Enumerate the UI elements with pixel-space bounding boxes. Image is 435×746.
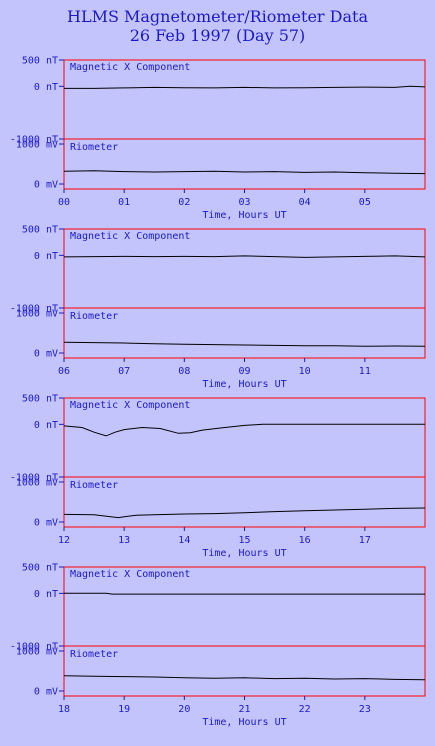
- x-tick-label: 12: [58, 535, 70, 546]
- riometer-y-tick-label: 1000 mV: [16, 647, 58, 658]
- magnetic-trace: [63, 423, 425, 437]
- magnetic-y-tick-label: 500 nT: [22, 56, 58, 67]
- x-axis-label: Time, Hours UT: [202, 548, 286, 559]
- riometer-y-tick-label: 1000 mV: [16, 309, 58, 320]
- page-subtitle: 26 Feb 1997 (Day 57): [129, 26, 306, 45]
- magnetic-y-tick-label: 0 nT: [34, 589, 58, 600]
- magnetic-y-tick-label: 0 nT: [34, 82, 58, 93]
- magnetic-y-tick-label: 500 nT: [22, 563, 58, 574]
- riometer-panel-label: Riometer: [70, 142, 118, 153]
- magnetic-y-tick-label: 500 nT: [22, 225, 58, 236]
- x-tick-label: 09: [238, 366, 250, 377]
- x-tick-label: 07: [118, 366, 130, 377]
- x-tick-label: 03: [238, 197, 250, 208]
- magnetic-y-tick-label: 0 nT: [34, 251, 58, 262]
- x-tick-label: 10: [299, 366, 311, 377]
- magnetic-trace: [63, 255, 426, 258]
- magnetic-y-tick-label: 0 nT: [34, 420, 58, 431]
- magnetic-panel-label: Magnetic X Component: [70, 569, 190, 580]
- riometer-panel-label: Riometer: [70, 649, 118, 660]
- x-tick-label: 20: [178, 704, 190, 715]
- x-tick-label: 05: [359, 197, 371, 208]
- x-axis-label: Time, Hours UT: [202, 379, 286, 390]
- x-tick-label: 16: [299, 535, 311, 546]
- x-tick-label: 00: [58, 197, 70, 208]
- riometer-y-tick-label: 1000 mV: [16, 478, 58, 489]
- riometer-trace: [63, 507, 426, 519]
- magnetic-y-tick-label: -1000 nT: [10, 135, 58, 146]
- x-tick-label: 11: [359, 366, 371, 377]
- x-tick-label: 19: [118, 704, 130, 715]
- magnetic-y-tick-label: 500 nT: [22, 394, 58, 405]
- magnetic-panel-label: Magnetic X Component: [70, 400, 190, 411]
- magnetic-y-tick-label: -1000 nT: [10, 642, 58, 653]
- magnetic-panel-label: Magnetic X Component: [70, 62, 190, 73]
- riometer-y-tick-label: 0 mV: [34, 687, 58, 698]
- riometer-y-tick-label: 0 mV: [34, 518, 58, 529]
- riometer-y-tick-label: 0 mV: [34, 180, 58, 191]
- x-axis-label: Time, Hours UT: [202, 210, 286, 221]
- x-tick-label: 17: [359, 535, 371, 546]
- x-tick-label: 14: [178, 535, 190, 546]
- x-tick-label: 06: [58, 366, 70, 377]
- x-tick-label: 18: [58, 704, 70, 715]
- x-tick-label: 21: [238, 704, 250, 715]
- page-title: HLMS Magnetometer/Riometer Data: [67, 7, 368, 26]
- riometer-panel-label: Riometer: [70, 311, 118, 322]
- x-tick-label: 23: [359, 704, 371, 715]
- riometer-trace: [63, 170, 426, 175]
- x-tick-label: 08: [178, 366, 190, 377]
- x-tick-label: 01: [118, 197, 130, 208]
- x-tick-label: 04: [299, 197, 311, 208]
- magnetic-y-tick-label: -1000 nT: [10, 304, 58, 315]
- magnetic-trace: [64, 592, 425, 595]
- x-tick-label: 15: [238, 535, 250, 546]
- x-tick-label: 02: [178, 197, 190, 208]
- riometer-trace: [63, 675, 426, 681]
- riometer-trace: [63, 341, 426, 347]
- magnetic-trace: [64, 85, 426, 89]
- riometer-y-tick-label: 0 mV: [34, 349, 58, 360]
- x-tick-label: 22: [299, 704, 311, 715]
- riometer-panel-label: Riometer: [70, 480, 118, 491]
- riometer-y-tick-label: 1000 mV: [16, 140, 58, 151]
- magnetic-y-tick-label: -1000 nT: [10, 473, 58, 484]
- x-tick-label: 13: [118, 535, 130, 546]
- magnetic-panel-label: Magnetic X Component: [70, 231, 190, 242]
- x-axis-label: Time, Hours UT: [202, 717, 286, 728]
